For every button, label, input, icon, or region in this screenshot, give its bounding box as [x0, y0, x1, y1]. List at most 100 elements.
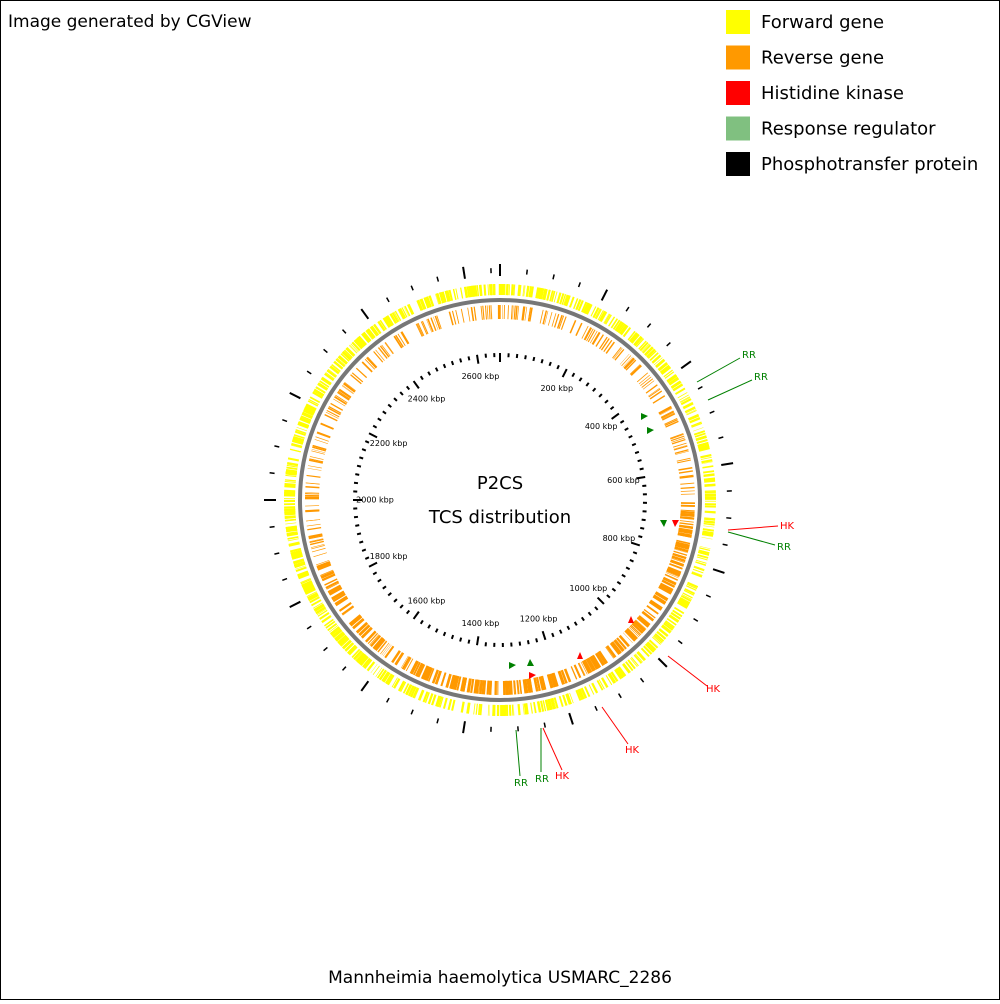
ruler-minor-tick — [359, 457, 363, 458]
ruler-minor-tick — [355, 525, 359, 526]
caption: Mannheimia haemolytica USMARC_2286 — [328, 968, 672, 988]
forward-gene — [705, 512, 716, 513]
ruler-minor-tick — [542, 359, 543, 363]
forward-gene — [519, 285, 520, 296]
forward-gene — [285, 517, 296, 518]
reverse-gene — [305, 487, 319, 488]
ruler-minor-tick — [362, 549, 366, 550]
legend-swatch — [726, 81, 750, 105]
ruler-major-tick — [477, 355, 478, 364]
outer-tick — [544, 723, 545, 728]
reverse-gene — [305, 510, 319, 511]
forward-gene — [285, 484, 296, 485]
ruler-minor-tick — [638, 460, 642, 461]
ruler-label: 2000 kbp — [356, 496, 394, 505]
credit: Image generated by CGView — [8, 12, 252, 32]
ruler-minor-tick — [460, 359, 461, 363]
reverse-gene — [680, 517, 694, 518]
ruler-label: 1600 kbp — [408, 597, 446, 606]
ruler-minor-tick — [549, 362, 550, 366]
map-subtitle: TCS distribution — [428, 507, 571, 528]
forward-gene — [484, 285, 485, 296]
ruler-minor-tick — [533, 357, 534, 361]
ruler-label: 600 kbp — [607, 476, 640, 485]
legend-label: Response regulator — [761, 119, 936, 140]
reverse-gene — [681, 487, 695, 488]
ruler-minor-tick — [632, 444, 636, 446]
ruler-minor-tick — [444, 364, 446, 368]
callout-label: RR — [535, 774, 549, 785]
forward-gene — [284, 512, 295, 513]
outer-tick — [270, 527, 275, 528]
ruler-minor-tick — [357, 466, 361, 467]
forward-gene — [479, 704, 480, 715]
ruler-minor-tick — [452, 635, 453, 639]
ruler-label: 800 kbp — [603, 534, 636, 543]
ruler-minor-tick — [468, 640, 469, 644]
forward-gene — [704, 481, 715, 482]
ruler-minor-tick — [520, 642, 521, 646]
legend-label: Reverse gene — [761, 48, 884, 69]
ruler-label: 2200 kbp — [370, 439, 408, 448]
ruler-minor-tick — [640, 528, 644, 529]
outer-tick — [270, 473, 275, 474]
callout-label: RR — [514, 778, 528, 789]
map-title: P2CS — [477, 473, 523, 494]
ruler-minor-tick — [452, 361, 453, 365]
ruler-minor-tick — [444, 632, 446, 636]
ruler-minor-tick — [468, 356, 469, 360]
ruler-minor-tick — [640, 468, 644, 469]
forward-gene — [512, 284, 513, 295]
ruler-label: 1800 kbp — [370, 552, 408, 561]
ruler-minor-tick — [635, 452, 639, 453]
ruler-label: 400 kbp — [585, 422, 618, 431]
ruler-minor-tick — [359, 542, 363, 543]
ruler-minor-tick — [638, 536, 642, 537]
reverse-gene — [680, 514, 694, 515]
ruler-label: 1400 kbp — [462, 619, 500, 628]
callout-label: RR — [754, 372, 768, 383]
callout-label: HK — [625, 745, 640, 756]
legend-label: Phosphotransfer protein — [761, 154, 978, 175]
outer-tick — [723, 544, 728, 545]
forward-gene — [480, 285, 481, 296]
reverse-gene — [514, 680, 515, 694]
ruler-minor-tick — [528, 640, 529, 644]
ruler-minor-tick — [552, 633, 553, 637]
legend-label: Histidine kinase — [761, 83, 904, 104]
forward-gene — [490, 284, 491, 295]
forward-gene — [704, 521, 715, 522]
forward-gene — [512, 705, 513, 716]
ruler-label: 200 kbp — [540, 384, 573, 393]
reverse-gene — [509, 681, 510, 695]
ruler-label: 2400 kbp — [408, 394, 446, 403]
ruler-minor-tick — [633, 552, 637, 553]
callout-label: HK — [706, 684, 721, 695]
reverse-gene — [475, 679, 477, 693]
legend-swatch — [726, 152, 750, 176]
ruler-label: 1200 kbp — [520, 614, 558, 623]
ruler-minor-tick — [536, 638, 537, 642]
callout-label: RR — [777, 542, 791, 553]
forward-gene — [519, 704, 520, 715]
forward-gene — [704, 519, 715, 520]
ruler-minor-tick — [460, 638, 461, 642]
ruler-label: 1000 kbp — [570, 584, 608, 593]
callout-label: HK — [780, 521, 795, 532]
reverse-gene — [487, 681, 488, 695]
ruler-minor-tick — [355, 474, 359, 475]
reverse-gene — [506, 681, 507, 695]
ruler-label: 2600 kbp — [462, 372, 500, 381]
reverse-gene — [508, 305, 509, 319]
reverse-gene — [483, 680, 484, 694]
ruler-minor-tick — [357, 533, 361, 534]
callout-label: RR — [742, 350, 756, 361]
reverse-gene — [681, 512, 695, 513]
forward-gene — [510, 705, 511, 716]
legend-swatch — [726, 46, 750, 70]
callout-label: HK — [555, 771, 570, 782]
forward-gene — [488, 284, 489, 295]
outer-tick — [527, 270, 528, 275]
